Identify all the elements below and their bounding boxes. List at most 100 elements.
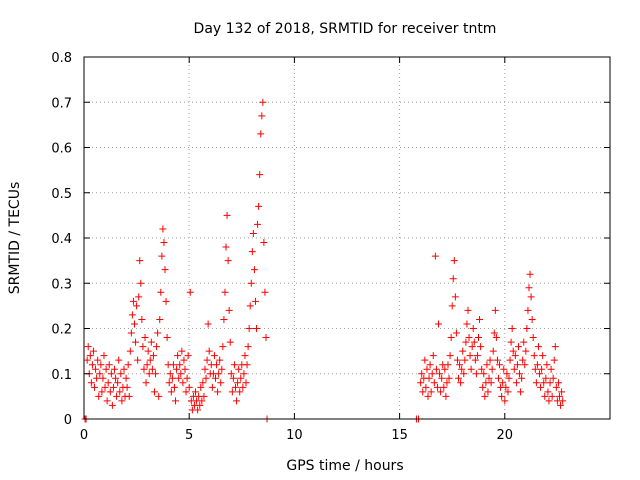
data-point bbox=[546, 379, 554, 387]
data-point bbox=[109, 383, 117, 391]
data-point bbox=[212, 374, 219, 382]
data-point bbox=[115, 356, 123, 364]
data-point bbox=[533, 361, 541, 369]
data-point bbox=[106, 388, 114, 396]
data-point bbox=[459, 347, 467, 355]
data-point bbox=[549, 374, 557, 382]
data-point bbox=[94, 356, 102, 364]
data-point bbox=[476, 315, 484, 323]
data-point bbox=[136, 257, 144, 265]
data-point bbox=[194, 406, 202, 414]
data-point bbox=[432, 365, 440, 373]
data-point bbox=[507, 338, 515, 346]
data-point bbox=[137, 279, 145, 287]
data-point bbox=[114, 379, 122, 387]
data-point bbox=[133, 302, 141, 310]
data-point bbox=[239, 383, 247, 391]
data-point bbox=[530, 352, 538, 360]
y-tick-label: 0.1 bbox=[51, 368, 72, 383]
data-point bbox=[240, 370, 248, 378]
data-point bbox=[150, 388, 158, 396]
data-point bbox=[186, 288, 194, 296]
data-point bbox=[502, 383, 510, 391]
chart-title: Day 132 of 2018, SRMTID for receiver tnt… bbox=[194, 21, 497, 37]
data-point bbox=[531, 365, 539, 373]
data-point bbox=[234, 379, 242, 387]
data-point bbox=[144, 347, 152, 355]
data-point bbox=[534, 343, 542, 351]
data-point bbox=[444, 361, 452, 369]
data-point bbox=[260, 239, 268, 247]
data-point bbox=[219, 343, 227, 351]
data-point bbox=[185, 383, 193, 391]
data-point bbox=[461, 356, 469, 364]
data-point bbox=[117, 370, 125, 378]
data-point bbox=[113, 392, 121, 400]
data-point bbox=[177, 370, 185, 378]
data-point bbox=[180, 356, 188, 364]
data-point bbox=[163, 334, 171, 342]
data-point bbox=[246, 302, 254, 310]
data-point bbox=[491, 306, 499, 314]
x-tick-label: 15 bbox=[391, 428, 408, 443]
data-point bbox=[158, 252, 166, 260]
data-point bbox=[156, 315, 164, 323]
data-point bbox=[127, 329, 135, 337]
data-point bbox=[222, 243, 230, 251]
data-point bbox=[84, 343, 92, 351]
data-point bbox=[452, 329, 460, 337]
data-point bbox=[99, 374, 107, 382]
data-point bbox=[467, 365, 475, 373]
data-point bbox=[547, 365, 555, 373]
data-point bbox=[220, 315, 228, 323]
data-point bbox=[120, 365, 128, 373]
data-point bbox=[208, 383, 216, 391]
data-point bbox=[227, 370, 235, 378]
data-point bbox=[217, 379, 225, 387]
data-point bbox=[479, 383, 487, 391]
data-point bbox=[556, 392, 564, 400]
data-point bbox=[125, 392, 133, 400]
data-point bbox=[139, 343, 147, 351]
data-point bbox=[213, 361, 221, 369]
y-tick-label: 0.4 bbox=[51, 232, 72, 247]
data-point bbox=[466, 352, 474, 360]
data-point bbox=[460, 370, 468, 378]
data-point bbox=[417, 379, 425, 387]
data-point bbox=[559, 397, 567, 405]
data-point bbox=[445, 374, 453, 382]
data-point bbox=[552, 383, 560, 391]
data-point bbox=[244, 343, 252, 351]
data-point bbox=[499, 379, 507, 387]
data-point bbox=[489, 347, 497, 355]
data-point bbox=[519, 356, 527, 364]
data-point bbox=[510, 365, 518, 373]
data-point bbox=[202, 374, 210, 382]
data-point bbox=[435, 320, 443, 328]
data-point bbox=[525, 284, 533, 292]
data-point bbox=[463, 320, 471, 328]
data-point bbox=[554, 379, 562, 387]
data-point bbox=[230, 361, 238, 369]
data-point bbox=[108, 401, 116, 409]
data-point bbox=[251, 297, 259, 305]
data-point bbox=[235, 365, 243, 373]
data-point bbox=[200, 392, 208, 400]
data-point bbox=[89, 347, 97, 355]
data-point bbox=[165, 379, 173, 387]
data-point bbox=[493, 356, 501, 364]
plot-frame bbox=[83, 56, 611, 420]
data-point bbox=[176, 361, 184, 369]
data-point bbox=[170, 383, 178, 391]
data-point bbox=[483, 361, 491, 369]
data-point bbox=[101, 383, 109, 391]
data-point bbox=[104, 379, 112, 387]
data-point bbox=[93, 374, 101, 382]
data-point bbox=[166, 370, 174, 378]
data-point bbox=[124, 361, 132, 369]
data-point bbox=[492, 334, 500, 342]
data-point bbox=[526, 270, 534, 278]
data-point bbox=[199, 379, 207, 387]
data-point bbox=[149, 352, 157, 360]
y-tick-label: 0.5 bbox=[51, 187, 72, 202]
